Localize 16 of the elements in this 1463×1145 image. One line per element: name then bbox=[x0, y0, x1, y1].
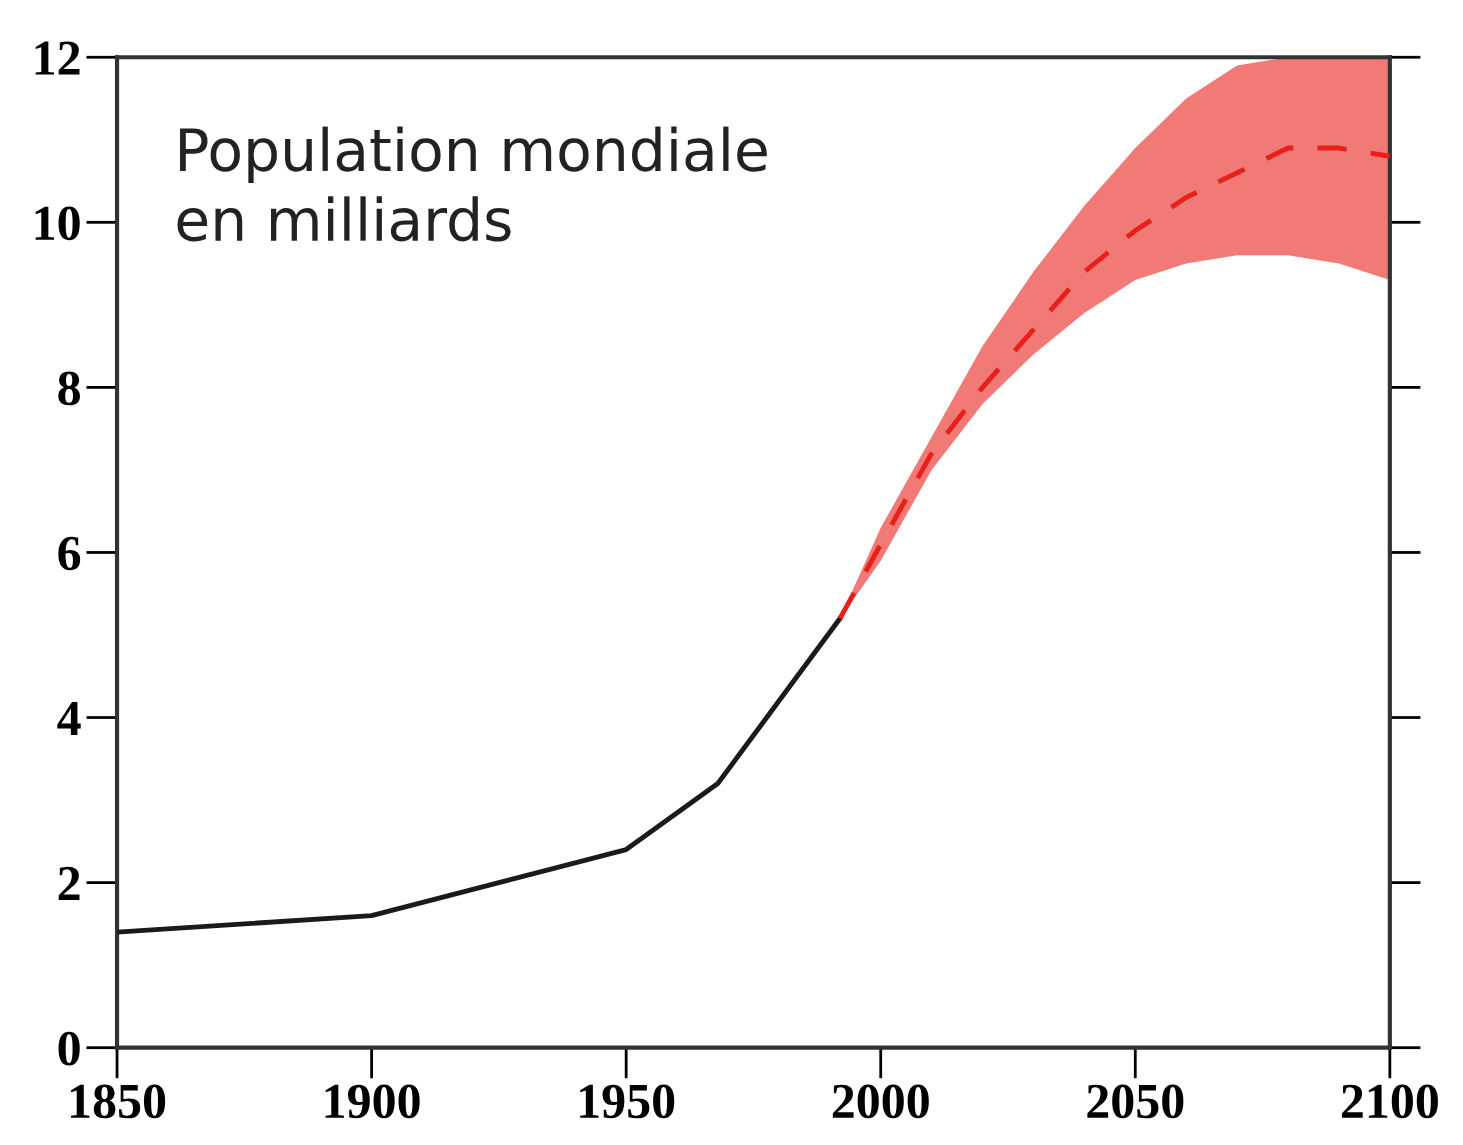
y-tick-label: 0 bbox=[58, 1031, 80, 1066]
x-tick-label: 1900 bbox=[325, 1084, 420, 1119]
y-tick-label: 12 bbox=[35, 41, 80, 75]
text: Population mondiale en milliards bbox=[177, 126, 767, 242]
x-tick-label: 2100 bbox=[1341, 1084, 1438, 1119]
y-tick-label: 6 bbox=[58, 536, 81, 571]
x-tick-label: 1950 bbox=[580, 1084, 675, 1119]
y-tick-label: 10 bbox=[35, 206, 80, 241]
line-series bbox=[117, 616, 843, 935]
x-tick-label: 1850 bbox=[71, 1084, 166, 1119]
y-tick-label: 8 bbox=[58, 371, 80, 406]
y-tick-label: 4 bbox=[57, 701, 81, 735]
x-tick-label: 2050 bbox=[1087, 1084, 1184, 1119]
x-tick-label: 2000 bbox=[832, 1084, 929, 1119]
line-series bbox=[837, 145, 1390, 621]
y-tick-label: 2 bbox=[58, 866, 80, 900]
